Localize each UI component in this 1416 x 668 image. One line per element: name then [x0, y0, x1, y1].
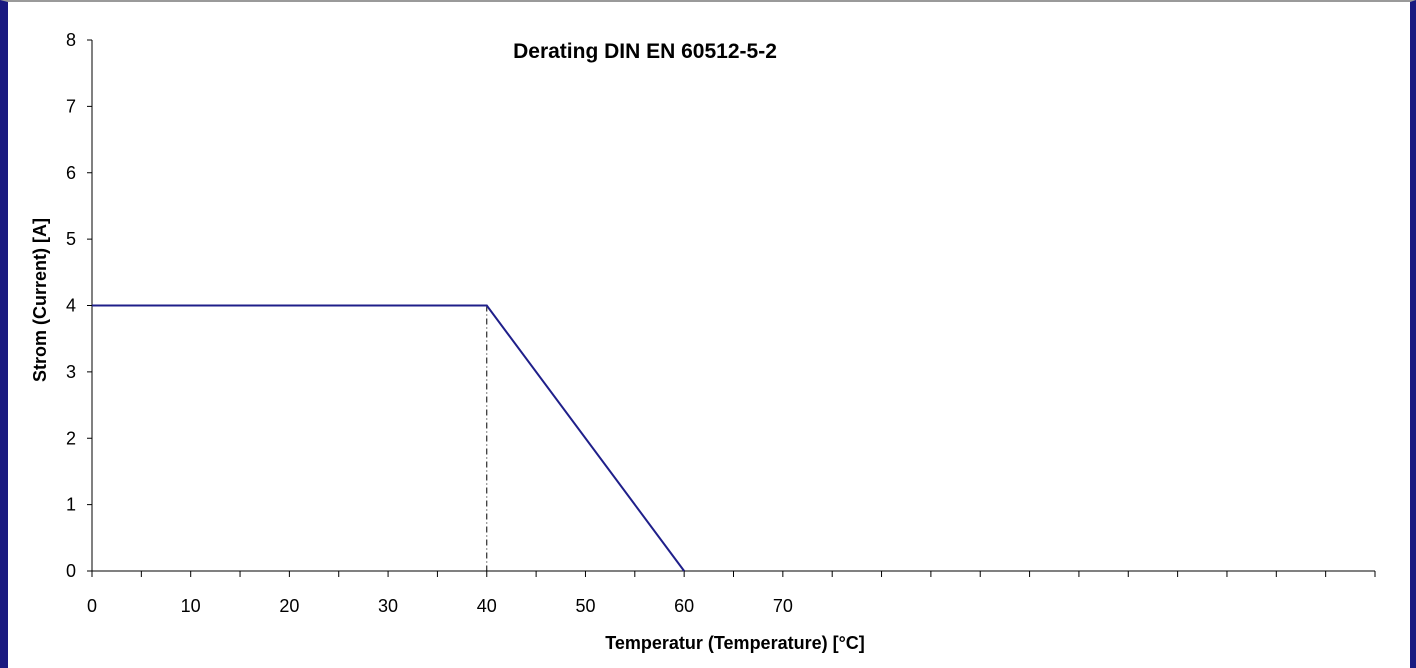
x-tick-label: 30 [378, 596, 398, 616]
y-tick-label: 8 [66, 30, 76, 50]
x-tick-label: 20 [279, 596, 299, 616]
y-tick-label: 7 [66, 96, 76, 116]
axes: 0 1 2 3 4 5 6 7 8 0 10 20 30 40 50 60 70 [66, 30, 1376, 616]
x-tick-label: 60 [674, 596, 694, 616]
chart-title: Derating DIN EN 60512-5-2 [513, 40, 777, 63]
y-tick-label: 4 [66, 296, 76, 316]
y-tick-label: 1 [66, 495, 76, 515]
series [92, 304, 685, 572]
x-tick-label: 50 [575, 596, 595, 616]
derating-curve [92, 304, 685, 572]
y-tick-label: 6 [66, 163, 76, 183]
x-tick-label: 40 [477, 596, 497, 616]
x-axis-label: Temperatur (Temperature) [°C] [605, 633, 865, 653]
y-axis-label: Strom (Current) [A] [30, 218, 50, 382]
y-tick-label: 2 [66, 428, 76, 448]
x-tick-label: 10 [181, 596, 201, 616]
y-tick-label: 0 [66, 561, 76, 581]
y-tick-label: 5 [66, 229, 76, 249]
x-tick-label: 0 [87, 596, 97, 616]
x-tick-label: 70 [773, 596, 793, 616]
y-tick-label: 3 [66, 362, 76, 382]
